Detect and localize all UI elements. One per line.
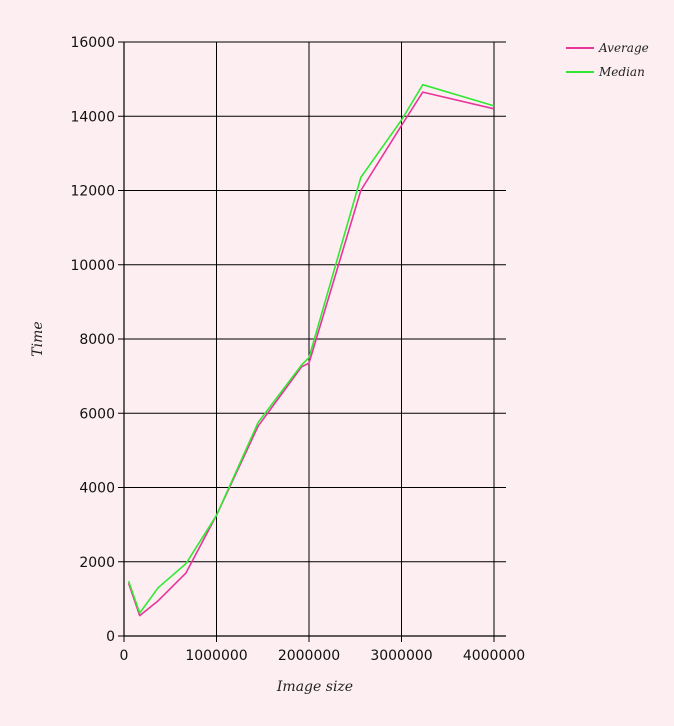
x-tick-label: 4000000 [463,648,525,664]
x-tick-label: 1000000 [185,648,247,664]
series-line-median [127,83,495,614]
legend-label-average: Average [598,41,649,55]
axes [123,42,506,637]
y-tick-label: 14000 [70,109,115,125]
series-lines [127,83,495,617]
y-tick-label: 10000 [70,258,115,274]
x-tick-label: 3000000 [370,648,432,664]
y-tick-label: 12000 [70,184,115,200]
y-tick-label: 16000 [70,35,115,51]
grid [118,41,506,642]
series-line-average [127,91,495,617]
legend: Average Median [566,41,649,79]
y-tick-label: 0 [106,629,115,645]
x-tick-label: 2000000 [278,648,340,664]
y-tick-label: 4000 [79,481,115,497]
x-axis-label: Image size [276,679,353,695]
x-tick-label: 0 [120,648,129,664]
tick-labels: 0 2000 4000 6000 8000 10000 12000 14000 16000 0 10… [70,35,525,664]
y-tick-label: 6000 [79,406,115,422]
y-tick-label: 8000 [79,332,115,348]
y-tick-label: 2000 [79,555,115,571]
legend-label-median: Median [598,65,645,79]
y-axis-label: Time [30,321,46,356]
